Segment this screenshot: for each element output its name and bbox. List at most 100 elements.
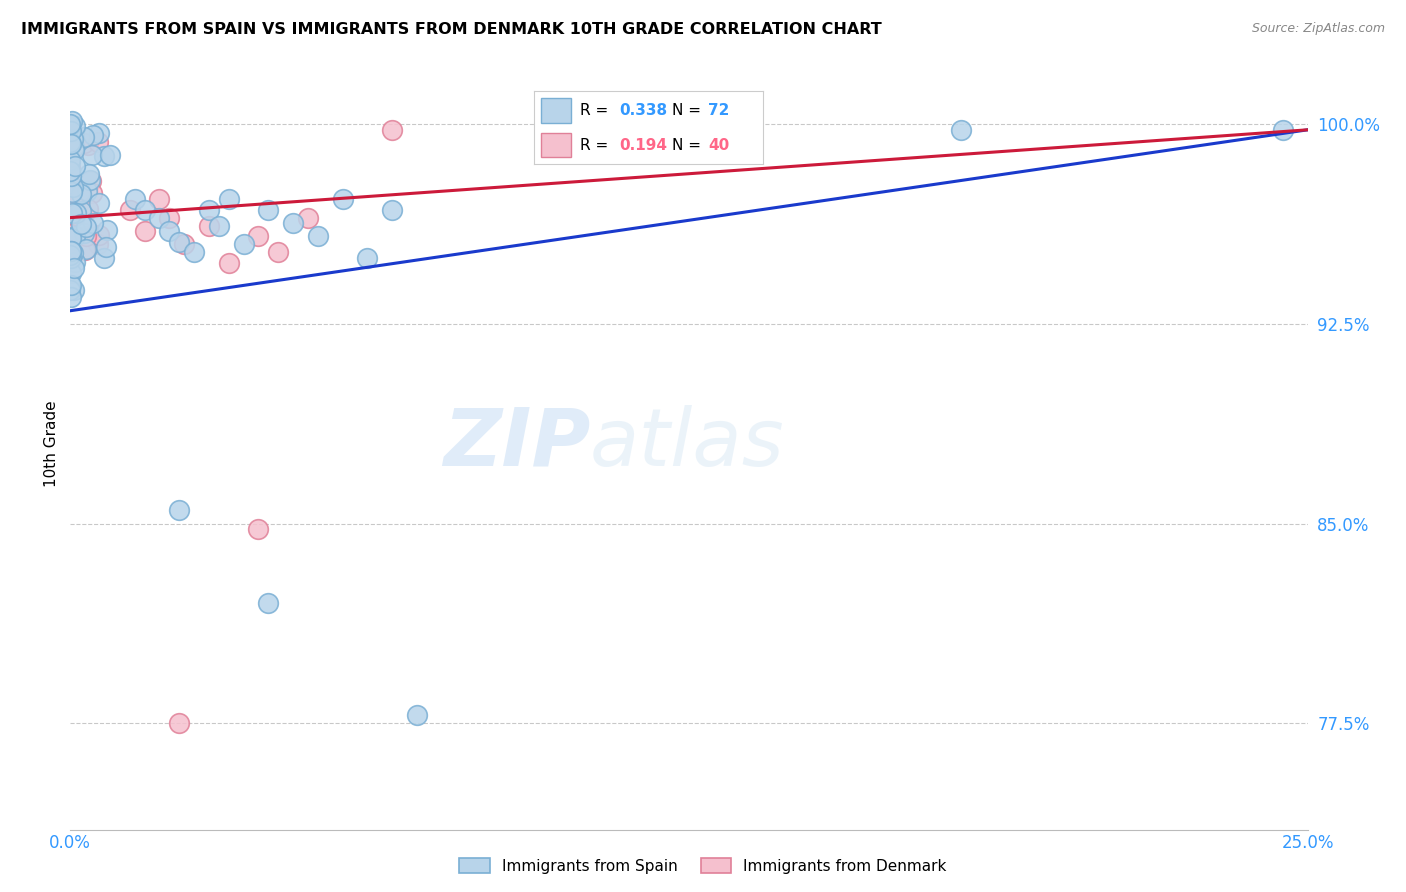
Point [63,283,86,297]
Point [59,164,82,178]
Point [381,123,404,137]
Text: atlas: atlas [591,405,785,483]
Point [63,260,86,275]
Point [59,283,82,297]
Point [59,227,82,241]
Point [208,219,231,233]
Point [76,137,98,152]
Point [183,245,205,260]
Point [98,147,121,161]
Point [62,196,84,211]
Point [59,117,82,131]
Point [1271,123,1294,137]
Point [59,252,82,266]
Point [59,244,82,258]
Point [950,123,973,137]
Point [232,237,254,252]
Point [87,195,110,210]
Point [82,128,104,142]
Point [60,124,83,138]
Point [75,242,97,256]
Point [218,256,240,270]
Point [218,192,240,206]
Point [89,126,111,140]
Point [73,129,96,144]
Point [62,131,84,145]
Point [79,174,101,188]
Point [59,248,82,262]
Point [59,153,82,167]
Point [60,205,83,219]
Point [59,173,82,187]
Point [87,228,110,243]
Text: ZIP: ZIP [443,405,591,483]
Point [77,202,100,216]
Point [247,229,270,244]
Point [60,113,83,128]
Point [59,244,82,258]
Point [63,229,86,244]
Point [62,180,84,194]
Point [297,211,319,225]
Point [62,140,84,154]
Point [62,245,84,260]
Point [75,243,97,257]
Point [118,202,141,217]
Y-axis label: 10th Grade: 10th Grade [44,401,59,487]
Point [148,211,170,225]
Point [405,708,427,723]
Point [59,124,82,138]
Point [167,716,190,731]
Point [60,266,83,280]
Point [59,161,82,175]
Point [381,202,404,217]
Point [59,137,82,152]
Point [93,149,115,163]
Point [173,237,195,252]
Point [63,208,86,222]
Point [167,503,190,517]
Point [247,522,270,536]
Point [157,211,180,225]
Point [59,277,82,292]
Text: IMMIGRANTS FROM SPAIN VS IMMIGRANTS FROM DENMARK 10TH GRADE CORRELATION CHART: IMMIGRANTS FROM SPAIN VS IMMIGRANTS FROM… [21,22,882,37]
Point [198,219,221,233]
Point [267,245,290,260]
Text: Source: ZipAtlas.com: Source: ZipAtlas.com [1251,22,1385,36]
Point [65,208,87,222]
Point [82,217,104,231]
Point [59,231,82,245]
Point [356,251,378,265]
Point [59,119,82,133]
Point [96,223,118,237]
Point [281,216,304,230]
Point [70,217,93,231]
Point [87,135,110,149]
Point [59,211,82,225]
Point [59,135,82,149]
Point [198,202,221,217]
Point [603,123,626,137]
Point [76,184,98,198]
Point [60,227,83,241]
Point [124,192,146,206]
Point [73,226,96,240]
Point [167,235,190,249]
Point [63,143,86,157]
Point [332,192,354,206]
Point [65,206,87,220]
Point [257,202,280,217]
Point [94,239,117,253]
Point [59,251,82,265]
Point [59,148,82,162]
Point [148,192,170,206]
Point [65,159,87,173]
Point [257,596,280,610]
Point [70,187,93,202]
Point [579,123,602,137]
Point [59,278,82,293]
Point [60,182,83,196]
Point [65,119,87,133]
Point [79,172,101,186]
Point [60,185,83,199]
